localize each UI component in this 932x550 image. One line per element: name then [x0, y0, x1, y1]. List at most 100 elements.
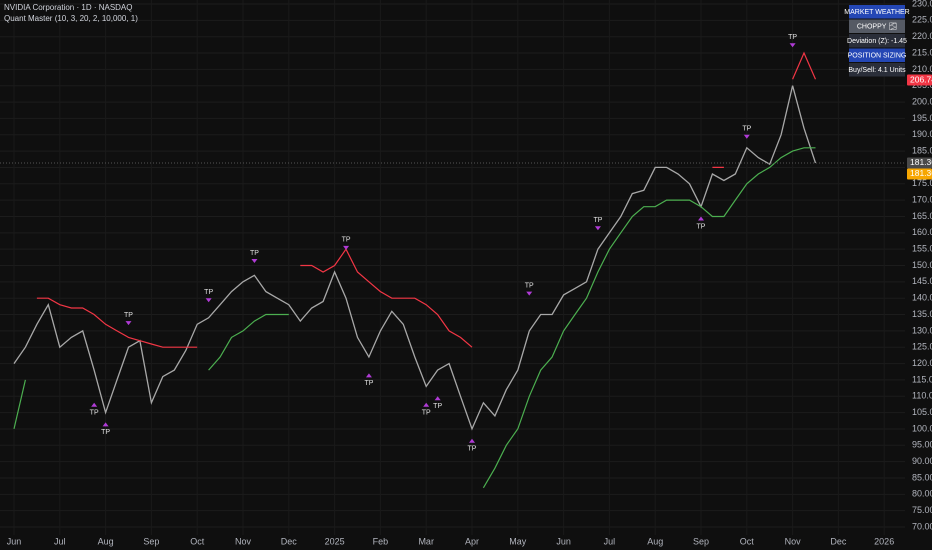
y-tick-label: 125.00: [912, 342, 932, 352]
tp-marker: [526, 291, 533, 296]
y-tick-label: 210.00: [912, 64, 932, 74]
panel-text: Deviation (Z): -1.45: [847, 38, 907, 45]
tp-marker: [343, 245, 350, 250]
x-tick-label: Mar: [418, 536, 434, 546]
y-tick-label: 100.00: [912, 423, 932, 433]
panel-text: POSITION SIZING: [848, 52, 907, 59]
price-label: 181.36: [910, 168, 932, 178]
x-tick-label: Jul: [604, 536, 616, 546]
panel-cell: [849, 19, 905, 33]
tp-label: TP: [90, 410, 99, 417]
series-line: [36, 51, 817, 348]
x-tick-label: Jun: [556, 536, 571, 546]
x-tick-label: Apr: [465, 536, 479, 546]
x-tick-label: Dec: [830, 536, 847, 546]
x-tick-label: Jun: [7, 536, 22, 546]
y-tick-label: 155.00: [912, 244, 932, 254]
x-tick-label: Aug: [98, 536, 114, 546]
indicator-name: Quant Master (10, 3, 20, 2, 10,000, 1): [4, 14, 138, 23]
x-tick-label: Aug: [647, 536, 663, 546]
panel-text: MARKET WEATHER: [844, 9, 909, 16]
tp-marker: [434, 396, 441, 401]
price-label-box: [907, 168, 932, 180]
x-tick-label: Sep: [693, 536, 709, 546]
tp-marker: [365, 373, 372, 378]
y-tick-label: 215.00: [912, 47, 932, 57]
panel-cell: [849, 48, 905, 62]
tp-marker: [125, 321, 132, 326]
y-tick-label: 95.00: [912, 440, 932, 450]
tp-label: TP: [433, 403, 442, 410]
tp-marker: [205, 298, 212, 303]
tp-label: TP: [788, 34, 797, 41]
y-tick-label: 130.00: [912, 325, 932, 335]
y-tick-label: 145.00: [912, 276, 932, 286]
x-tick-label: Nov: [785, 536, 802, 546]
tp-label: TP: [697, 223, 706, 230]
tp-label: TP: [742, 126, 751, 133]
series-line: [13, 147, 816, 489]
tp-marker: [423, 402, 430, 407]
tp-label: TP: [250, 250, 259, 257]
price-label-box: [907, 74, 932, 86]
x-tick-label: May: [509, 536, 527, 546]
price-label: 206.74: [910, 74, 932, 84]
tp-label: TP: [525, 282, 534, 289]
tp-marker: [594, 226, 601, 231]
y-tick-label: 70.00: [912, 521, 932, 531]
price-label: 181.36: [910, 157, 932, 167]
x-tick-label: Oct: [740, 536, 755, 546]
y-tick-label: 160.00: [912, 227, 932, 237]
y-tick-label: 80.00: [912, 489, 932, 499]
price-label-box: [907, 157, 932, 169]
panel-text: Buy/Sell: 4.1 Units: [848, 67, 906, 74]
y-tick-label: 190.00: [912, 129, 932, 139]
panel-text: CHOPPY 🌫: [857, 22, 897, 30]
x-tick-label: Dec: [281, 536, 298, 546]
x-tick-label: Nov: [235, 536, 252, 546]
y-tick-label: 230.00: [912, 0, 932, 8]
tp-label: TP: [364, 380, 373, 387]
tp-marker: [251, 258, 258, 263]
y-tick-label: 85.00: [912, 472, 932, 482]
tp-marker: [91, 402, 98, 407]
y-tick-label: 90.00: [912, 456, 932, 466]
x-tick-label: Oct: [190, 536, 205, 546]
tp-label: TP: [342, 237, 351, 244]
tp-marker: [698, 216, 704, 221]
y-tick-label: 165.00: [912, 211, 932, 221]
tp-marker: [789, 43, 796, 48]
y-tick-label: 170.00: [912, 195, 932, 205]
y-tick-label: 120.00: [912, 358, 932, 368]
tp-marker: [469, 438, 475, 443]
y-tick-label: 75.00: [912, 505, 932, 515]
chart-title: NVIDIA Corporation · 1D · NASDAQ: [4, 3, 132, 12]
tp-label: TP: [593, 217, 602, 224]
x-tick-label: Sep: [143, 536, 159, 546]
tp-label: TP: [204, 289, 213, 296]
x-tick-label: Jul: [54, 536, 66, 546]
series-line: [13, 85, 817, 431]
y-tick-label: 185.00: [912, 145, 932, 155]
y-tick-label: 195.00: [912, 113, 932, 123]
tp-label: TP: [422, 410, 431, 417]
y-tick-label: 110.00: [912, 391, 932, 401]
tp-label: TP: [124, 312, 133, 319]
y-tick-label: 200.00: [912, 96, 932, 106]
tp-marker: [102, 422, 109, 427]
tp-label: TP: [101, 429, 110, 436]
x-tick-label: Feb: [373, 536, 389, 546]
x-tick-label: 2026: [874, 536, 894, 546]
panel-cell: [849, 63, 905, 77]
tp-marker: [743, 134, 750, 139]
y-tick-label: 135.00: [912, 309, 932, 319]
y-tick-label: 140.00: [912, 293, 932, 303]
y-tick-label: 115.00: [912, 374, 932, 384]
y-tick-label: 220.00: [912, 31, 932, 41]
y-tick-label: 225.00: [912, 15, 932, 25]
panel-cell: [849, 34, 905, 48]
x-tick-label: 2025: [325, 536, 345, 546]
panel-cell: [849, 5, 905, 19]
